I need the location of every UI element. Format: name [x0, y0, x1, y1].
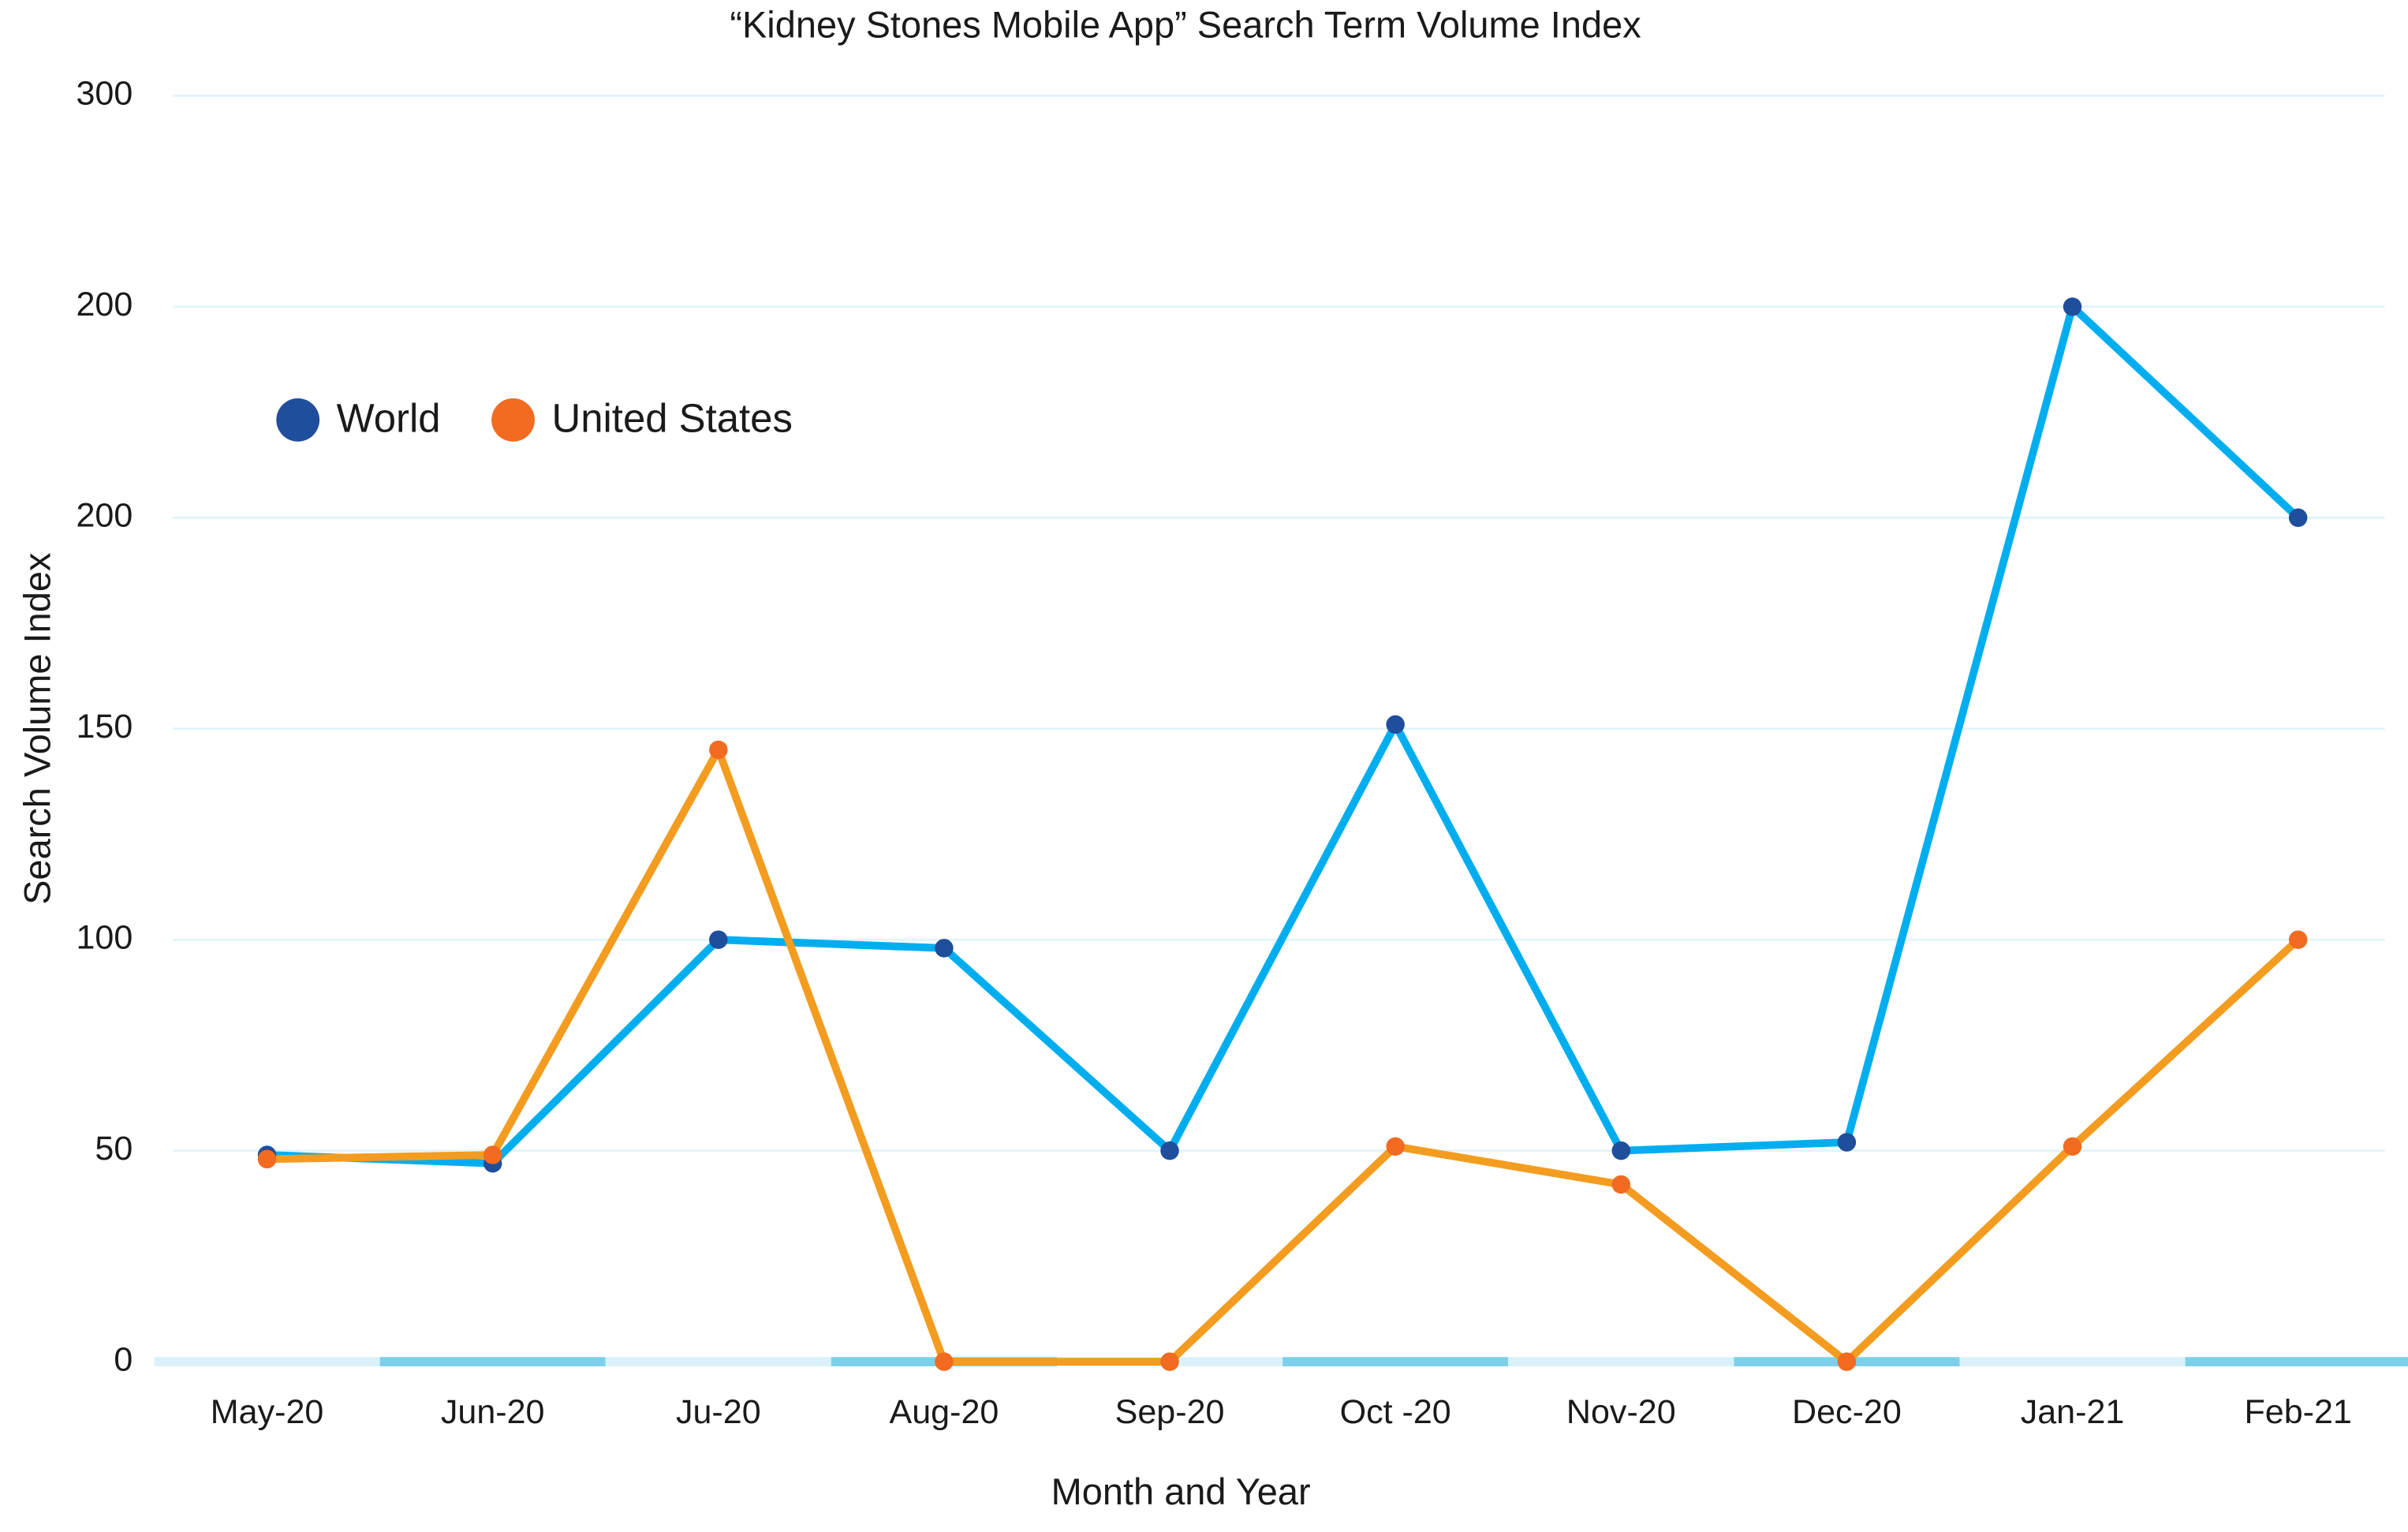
series-line	[267, 302, 2301, 1168]
axis-band	[1959, 1357, 2186, 1366]
data-point	[2063, 297, 2082, 316]
x-tick-label: Jan-21	[2021, 1393, 2125, 1431]
data-point	[2063, 1137, 2082, 1156]
y-tick-label: 100	[76, 919, 133, 957]
y-tick-label: 50	[95, 1130, 133, 1168]
x-tick-label: Jun-20	[441, 1393, 545, 1431]
data-point	[1160, 1352, 1179, 1371]
x-tick-label: Aug-20	[890, 1393, 999, 1431]
axis-band	[1508, 1357, 1734, 1366]
legend-marker	[276, 398, 320, 442]
x-axis-label: Month and Year	[1051, 1470, 1311, 1512]
x-tick-label: Sep-20	[1115, 1393, 1225, 1431]
x-tick-label: May-20	[211, 1393, 324, 1431]
data-point	[2288, 508, 2308, 528]
y-tick-label: 150	[76, 708, 133, 745]
chart-title: “Kidney Stones Mobile App” Search Term V…	[730, 4, 1641, 46]
data-point	[2288, 930, 2308, 949]
x-tick-label: Dec-20	[1792, 1393, 1902, 1431]
data-point	[1837, 1133, 1857, 1152]
legend-text: United States	[551, 396, 792, 441]
data-point	[709, 930, 728, 949]
data-point	[709, 740, 728, 760]
data-point	[257, 1149, 277, 1169]
data-point	[1837, 1352, 1857, 1371]
axis-band	[605, 1357, 831, 1366]
axis-band	[154, 1357, 380, 1366]
x-tick-label: Feb-21	[2244, 1393, 2351, 1431]
data-point	[1160, 1141, 1179, 1160]
y-tick-label: 300	[76, 75, 133, 113]
data-point	[935, 939, 954, 958]
y-tick-label: 200	[76, 497, 133, 535]
legend-text: World	[337, 396, 441, 441]
y-tick-label: 0	[114, 1341, 133, 1379]
data-point	[935, 1352, 954, 1371]
data-point	[1386, 715, 1405, 734]
x-tick-label: Ju-20	[676, 1393, 761, 1431]
axis-band	[1282, 1357, 1509, 1366]
x-tick-label: Oct -20	[1340, 1393, 1451, 1431]
legend-marker	[491, 398, 535, 442]
y-axis-label: Search Volume Index	[16, 553, 58, 905]
data-point	[1611, 1141, 1631, 1160]
x-tick-label: Nov-20	[1566, 1393, 1676, 1431]
data-point	[1386, 1137, 1405, 1156]
axis-band	[379, 1357, 606, 1366]
axis-band	[2185, 1357, 2408, 1366]
data-point	[1611, 1175, 1631, 1194]
series-line	[267, 745, 2301, 1366]
y-tick-label: 200	[76, 286, 133, 323]
data-point	[483, 1145, 502, 1164]
